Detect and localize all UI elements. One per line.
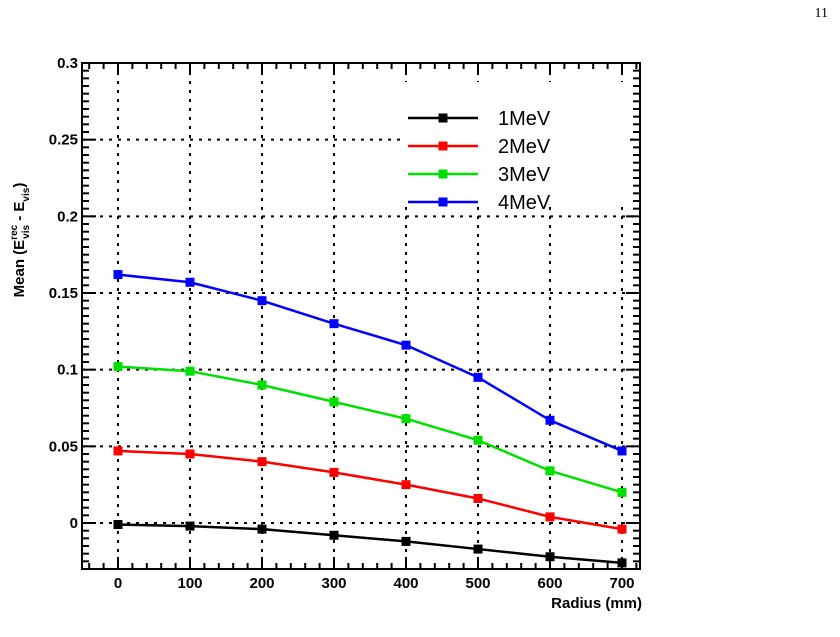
data-point-3MeV-500: [473, 435, 483, 445]
data-point-1MeV-100: [185, 521, 195, 531]
data-point-4MeV-300: [329, 319, 339, 329]
series-line-3MeV: [117, 365, 623, 494]
data-point-3MeV-300: [329, 397, 339, 407]
legend-label-3MeV: 3MeV: [498, 164, 551, 186]
data-point-2MeV-200: [257, 457, 267, 467]
page-number: 11: [814, 6, 828, 21]
x-tick-label-600: 600: [537, 575, 562, 592]
y-tick-label-0.15: 0.15: [49, 285, 78, 302]
series-2MeV: [113, 446, 627, 534]
data-point-3MeV-200: [257, 380, 267, 390]
x-tick-label-100: 100: [177, 575, 202, 592]
legend-box: [400, 82, 630, 206]
legend-marker-3MeV: [438, 169, 448, 179]
legend-label-1MeV: 1MeV: [498, 108, 551, 130]
series-line-4MeV: [117, 273, 623, 453]
y-tick-label-0.3: 0.3: [57, 55, 78, 72]
series-line-2MeV: [117, 449, 623, 531]
x-axis-label: Radius (mm): [551, 595, 642, 612]
data-point-1MeV-0: [113, 520, 123, 530]
data-point-3MeV-100: [185, 366, 195, 376]
data-point-1MeV-500: [473, 544, 483, 554]
data-point-3MeV-0: [113, 362, 123, 372]
data-point-2MeV-600: [545, 512, 555, 522]
x-tick-label-700: 700: [609, 575, 634, 592]
y-tick-label-0: 0: [70, 515, 78, 532]
x-tick-label-400: 400: [393, 575, 418, 592]
data-point-2MeV-100: [185, 449, 195, 459]
y-tick-label-0.25: 0.25: [49, 132, 78, 149]
y-tick-label-0.2: 0.2: [57, 208, 78, 225]
legend-marker-1MeV: [438, 113, 448, 123]
data-point-1MeV-600: [545, 552, 555, 562]
x-tick-label-300: 300: [321, 575, 346, 592]
data-point-1MeV-200: [257, 524, 267, 534]
series-4MeV: [113, 270, 627, 456]
data-point-3MeV-600: [545, 466, 555, 476]
legend: 1MeV 2MeV 3MeV 4MeV: [400, 82, 630, 214]
legend-marker-2MeV: [438, 141, 448, 151]
data-point-4MeV-500: [473, 372, 483, 382]
legend-marker-4MeV: [438, 197, 448, 207]
series-line-1MeV: [117, 523, 623, 565]
x-tick-label-0: 0: [114, 575, 122, 592]
legend-label-4MeV: 4MeV: [498, 192, 551, 214]
x-tick-label-200: 200: [249, 575, 274, 592]
y-axis-label: Mean (Erecvis - Evis): [9, 183, 32, 298]
series-3MeV: [113, 362, 627, 497]
data-point-4MeV-200: [257, 296, 267, 306]
data-point-1MeV-400: [401, 536, 411, 546]
legend-label-2MeV: 2MeV: [498, 136, 551, 158]
data-point-4MeV-600: [545, 415, 555, 425]
y-tick-label-0.05: 0.05: [49, 438, 78, 455]
data-point-2MeV-500: [473, 493, 483, 503]
data-point-3MeV-700: [617, 487, 627, 497]
y-tick-label-0.1: 0.1: [57, 362, 78, 379]
data-point-4MeV-100: [185, 277, 195, 287]
x-tick-label-500: 500: [465, 575, 490, 592]
data-point-2MeV-400: [401, 480, 411, 490]
data-point-4MeV-0: [113, 270, 123, 280]
data-point-3MeV-400: [401, 414, 411, 424]
data-point-1MeV-300: [329, 530, 339, 540]
data-point-2MeV-0: [113, 446, 123, 456]
data-point-2MeV-700: [617, 524, 627, 534]
data-point-4MeV-400: [401, 340, 411, 350]
axes: 0 100 200 300 400 500 600 700 0 0.05 0.1 0.15 0.2 0.2…: [49, 55, 641, 592]
data-point-2MeV-300: [329, 467, 339, 477]
data-point-4MeV-700: [617, 446, 627, 456]
